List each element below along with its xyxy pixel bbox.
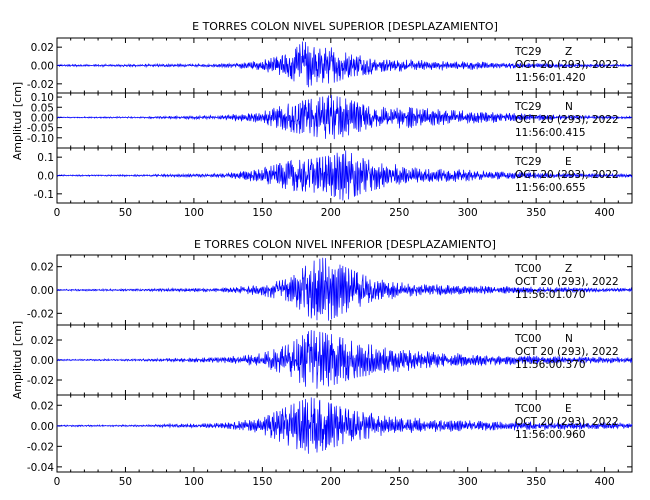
time-label: 11:56:00.415 (515, 127, 586, 139)
y-axis-label: Amplitud [cm] (11, 82, 24, 160)
x-tick-label: 400 (595, 207, 615, 219)
x-tick-label: 100 (184, 207, 204, 219)
component-label: Z (565, 263, 572, 275)
y-tick-label: -0.02 (27, 375, 54, 387)
time-label: 11:56:00.960 (515, 429, 586, 441)
x-tick-label: 350 (526, 207, 546, 219)
x-tick-label: 400 (595, 476, 615, 488)
y-tick-label: 0.00 (31, 61, 54, 73)
y-tick-label: 0.02 (31, 262, 54, 274)
seismic-trace (56, 150, 633, 201)
date-label: OCT 20 (293), 2022 (515, 169, 619, 181)
chart-title: E TORRES COLON NIVEL SUPERIOR [DESPLAZAM… (192, 20, 498, 33)
x-tick-label: 300 (458, 476, 478, 488)
time-label: 11:56:00.370 (515, 359, 586, 371)
x-tick-label: 100 (184, 476, 204, 488)
y-tick-label: -0.04 (27, 462, 54, 474)
x-tick-label: 50 (119, 207, 132, 219)
x-tick-label: 300 (458, 207, 478, 219)
date-label: OCT 20 (293), 2022 (515, 114, 619, 126)
y-tick-label: 0.00 (31, 112, 54, 124)
time-label: 11:56:01.420 (515, 72, 586, 84)
date-label: OCT 20 (293), 2022 (515, 346, 619, 358)
y-tick-label: 0.02 (31, 42, 54, 54)
y-tick-label: 0.1 (37, 152, 54, 164)
time-label: 11:56:00.655 (515, 182, 586, 194)
chart-nivel-superior: E TORRES COLON NIVEL SUPERIOR [DESPLAZAM… (11, 20, 633, 219)
x-tick-label: 150 (252, 476, 272, 488)
y-tick-label: 0.0 (37, 171, 54, 183)
component-label: E (565, 156, 572, 168)
seismic-trace (56, 95, 633, 140)
y-tick-label: -0.02 (27, 79, 54, 91)
date-label: OCT 20 (293), 2022 (515, 416, 619, 428)
x-tick-label: 0 (54, 476, 61, 488)
station-label: TC29 (514, 101, 542, 113)
y-tick-label: -0.1 (34, 189, 55, 201)
y-tick-label: -0.10 (27, 133, 54, 145)
y-tick-label: 0.00 (31, 285, 54, 297)
date-label: OCT 20 (293), 2022 (515, 276, 619, 288)
component-label: Z (565, 46, 572, 58)
y-tick-label: 0.00 (31, 355, 54, 367)
x-tick-label: 150 (252, 207, 272, 219)
station-label: TC00 (514, 333, 542, 345)
chart-title: E TORRES COLON NIVEL INFERIOR [DESPLAZAM… (194, 238, 496, 251)
y-tick-label: -0.05 (27, 123, 54, 135)
y-tick-label: 0.00 (31, 421, 54, 433)
x-tick-label: 0 (54, 207, 61, 219)
station-label: TC29 (514, 46, 542, 58)
x-tick-label: 350 (526, 476, 546, 488)
seismic-trace (56, 41, 633, 88)
x-tick-label: 200 (321, 207, 341, 219)
y-axis-label: Amplitud [cm] (11, 321, 24, 399)
seismic-trace (56, 397, 633, 454)
time-label: 11:56:01.070 (515, 289, 586, 301)
y-tick-label: 0.05 (31, 102, 54, 114)
component-label: N (565, 101, 573, 113)
y-tick-label: 0.10 (31, 92, 54, 104)
y-tick-label: 0.02 (31, 400, 54, 412)
seismic-trace (56, 257, 633, 321)
station-label: TC00 (514, 263, 542, 275)
chart-nivel-inferior: E TORRES COLON NIVEL INFERIOR [DESPLAZAM… (11, 238, 633, 488)
y-tick-label: -0.02 (27, 441, 54, 453)
x-tick-label: 200 (321, 476, 341, 488)
component-label: E (565, 403, 572, 415)
station-label: TC29 (514, 156, 542, 168)
x-tick-label: 250 (389, 207, 409, 219)
y-tick-label: -0.02 (27, 308, 54, 320)
x-tick-label: 50 (119, 476, 132, 488)
station-label: TC00 (514, 403, 542, 415)
y-tick-label: 0.02 (31, 335, 54, 347)
x-tick-label: 250 (389, 476, 409, 488)
seismic-trace (56, 330, 633, 389)
date-label: OCT 20 (293), 2022 (515, 59, 619, 71)
component-label: N (565, 333, 573, 345)
